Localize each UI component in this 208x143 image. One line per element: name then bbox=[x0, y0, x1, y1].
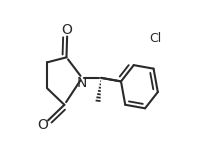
Text: N: N bbox=[77, 76, 87, 90]
Text: O: O bbox=[37, 118, 48, 132]
Text: O: O bbox=[62, 23, 73, 37]
Text: Cl: Cl bbox=[150, 32, 162, 45]
